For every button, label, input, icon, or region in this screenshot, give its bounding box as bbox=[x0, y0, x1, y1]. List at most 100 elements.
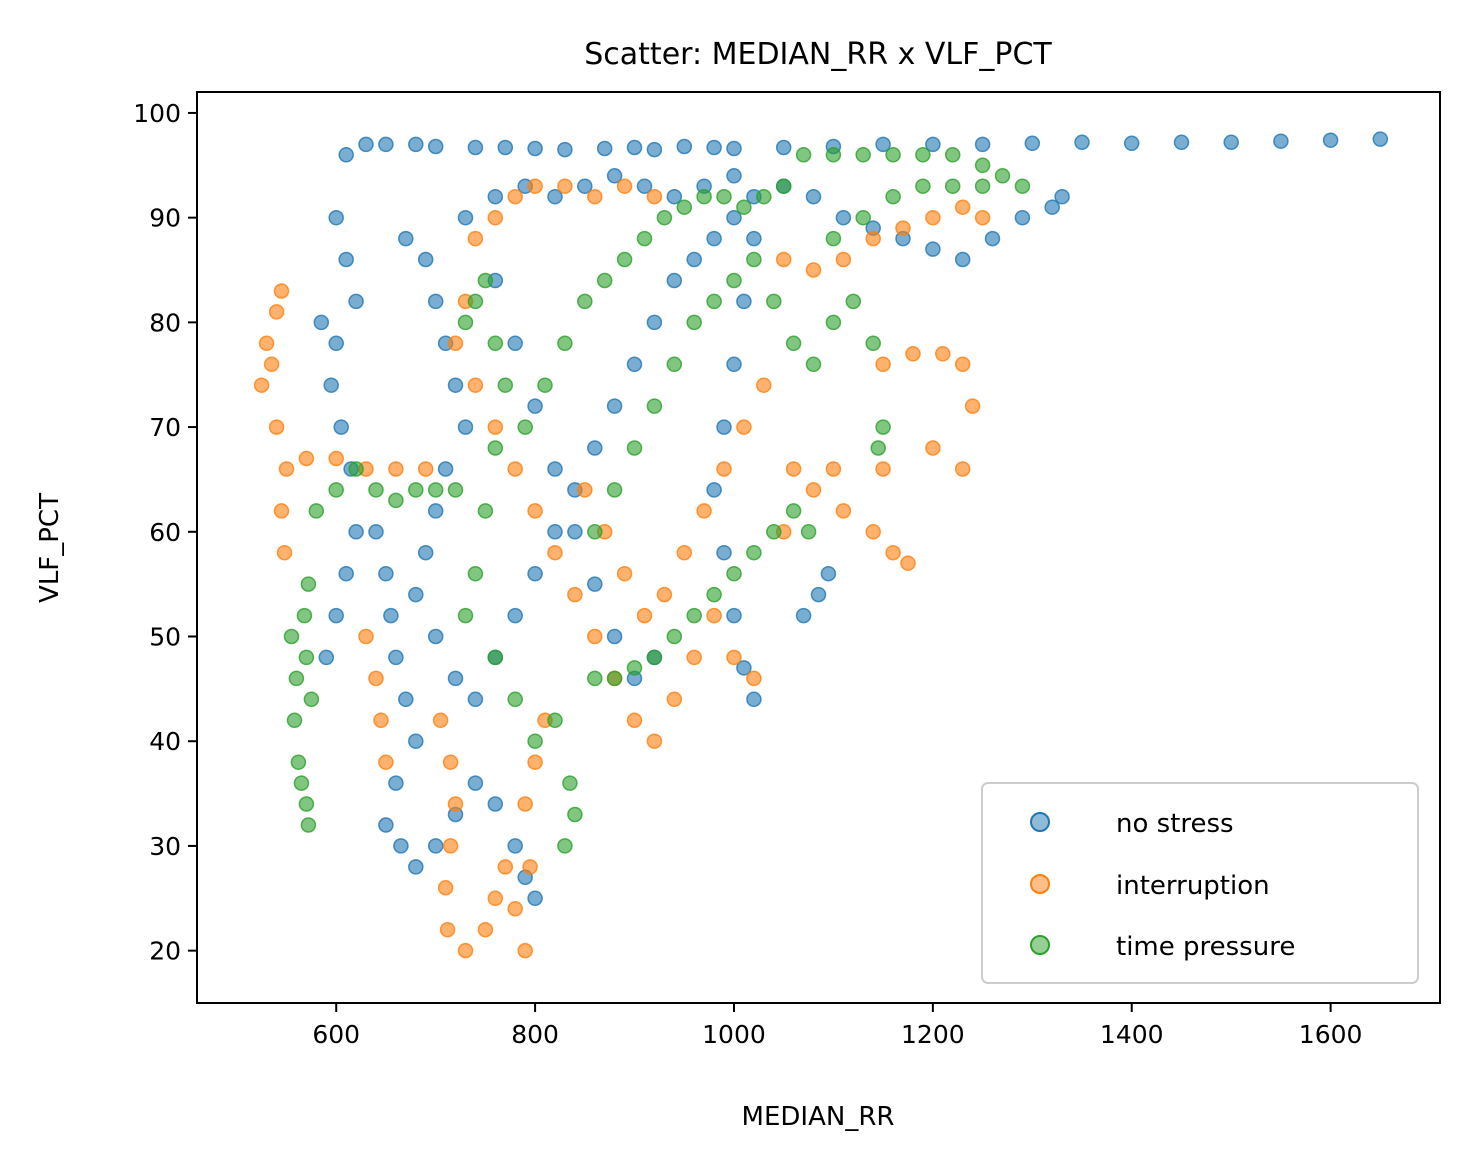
point-time-pressure bbox=[348, 461, 364, 477]
point-time-pressure bbox=[825, 230, 842, 247]
point-time-pressure bbox=[562, 775, 578, 791]
point-interruption bbox=[373, 712, 389, 729]
y-tick-label: 20 bbox=[149, 937, 181, 966]
point-no-stress bbox=[338, 251, 354, 268]
legend: no stress interruption time pressure bbox=[981, 782, 1419, 984]
point-interruption bbox=[646, 733, 663, 749]
point-no-stress bbox=[333, 419, 349, 435]
point-interruption bbox=[268, 304, 285, 320]
point-interruption bbox=[900, 555, 916, 571]
point-time-pressure bbox=[974, 157, 991, 174]
point-time-pressure bbox=[845, 293, 862, 310]
point-time-pressure bbox=[666, 628, 683, 645]
point-interruption bbox=[507, 188, 523, 205]
point-no-stress bbox=[507, 838, 523, 854]
point-time-pressure bbox=[825, 314, 842, 331]
point-no-stress bbox=[775, 139, 792, 156]
point-no-stress bbox=[676, 138, 693, 155]
point-interruption bbox=[497, 859, 514, 875]
point-no-stress bbox=[626, 139, 643, 156]
point-time-pressure bbox=[766, 524, 782, 540]
point-interruption bbox=[432, 712, 449, 729]
point-interruption bbox=[696, 503, 712, 519]
point-no-stress bbox=[393, 838, 409, 854]
point-interruption bbox=[557, 178, 573, 194]
legend-label-interruption: interruption bbox=[1116, 871, 1270, 901]
point-interruption bbox=[447, 796, 464, 812]
point-interruption bbox=[273, 503, 290, 519]
point-no-stress bbox=[736, 293, 752, 310]
point-no-stress bbox=[1044, 199, 1060, 215]
point-no-stress bbox=[368, 524, 384, 540]
point-no-stress bbox=[706, 482, 722, 498]
point-no-stress bbox=[954, 251, 971, 268]
point-time-pressure bbox=[915, 147, 931, 163]
point-interruption bbox=[954, 199, 971, 215]
point-no-stress bbox=[338, 565, 354, 582]
point-interruption bbox=[517, 796, 533, 812]
point-no-stress bbox=[626, 356, 643, 373]
point-time-pressure bbox=[646, 398, 663, 414]
point-time-pressure bbox=[626, 660, 643, 676]
point-interruption bbox=[825, 461, 842, 477]
point-no-stress bbox=[1014, 209, 1031, 226]
point-no-stress bbox=[925, 136, 941, 153]
point-no-stress bbox=[417, 251, 434, 268]
point-interruption bbox=[805, 262, 822, 278]
point-interruption bbox=[278, 461, 295, 477]
point-interruption bbox=[467, 230, 484, 247]
point-interruption bbox=[388, 461, 404, 477]
point-time-pressure bbox=[497, 377, 514, 393]
point-time-pressure bbox=[666, 356, 683, 373]
point-time-pressure bbox=[706, 293, 722, 310]
point-interruption bbox=[487, 890, 504, 907]
point-time-pressure bbox=[686, 607, 702, 624]
point-time-pressure bbox=[477, 503, 494, 519]
point-interruption bbox=[467, 377, 484, 393]
point-time-pressure bbox=[298, 649, 315, 666]
y-tick-label: 50 bbox=[149, 623, 181, 652]
point-no-stress bbox=[398, 230, 414, 247]
point-interruption bbox=[964, 398, 981, 414]
point-no-stress bbox=[636, 178, 653, 194]
point-time-pressure bbox=[746, 251, 762, 268]
point-time-pressure bbox=[467, 565, 484, 582]
point-interruption bbox=[875, 461, 891, 477]
point-time-pressure bbox=[696, 188, 712, 205]
point-time-pressure bbox=[606, 670, 623, 687]
point-no-stress bbox=[820, 565, 837, 582]
point-no-stress bbox=[835, 209, 852, 226]
point-time-pressure bbox=[646, 649, 663, 666]
point-time-pressure bbox=[855, 147, 871, 163]
point-time-pressure bbox=[775, 178, 792, 194]
y-tick-label: 90 bbox=[149, 204, 181, 233]
point-interruption bbox=[805, 482, 822, 498]
point-time-pressure bbox=[517, 419, 533, 435]
point-time-pressure bbox=[296, 607, 313, 624]
point-no-stress bbox=[726, 209, 742, 226]
point-time-pressure bbox=[290, 754, 307, 770]
point-no-stress bbox=[388, 649, 404, 666]
point-time-pressure bbox=[298, 796, 315, 812]
point-interruption bbox=[442, 754, 459, 770]
point-time-pressure bbox=[587, 670, 603, 687]
legend-label-time-pressure: time pressure bbox=[1116, 932, 1295, 962]
point-time-pressure bbox=[994, 168, 1011, 184]
plot-points bbox=[253, 131, 1389, 959]
point-interruption bbox=[567, 586, 583, 603]
point-interruption bbox=[258, 335, 275, 352]
point-interruption bbox=[527, 754, 543, 770]
point-no-stress bbox=[427, 838, 444, 854]
point-no-stress bbox=[487, 188, 504, 205]
point-interruption bbox=[835, 503, 852, 519]
point-no-stress bbox=[313, 314, 330, 331]
point-interruption bbox=[517, 942, 533, 959]
point-no-stress bbox=[467, 775, 484, 791]
point-no-stress bbox=[378, 136, 394, 153]
point-interruption bbox=[378, 754, 394, 770]
point-time-pressure bbox=[825, 147, 842, 163]
point-interruption bbox=[726, 649, 742, 666]
point-interruption bbox=[276, 544, 293, 561]
point-time-pressure bbox=[457, 314, 474, 331]
